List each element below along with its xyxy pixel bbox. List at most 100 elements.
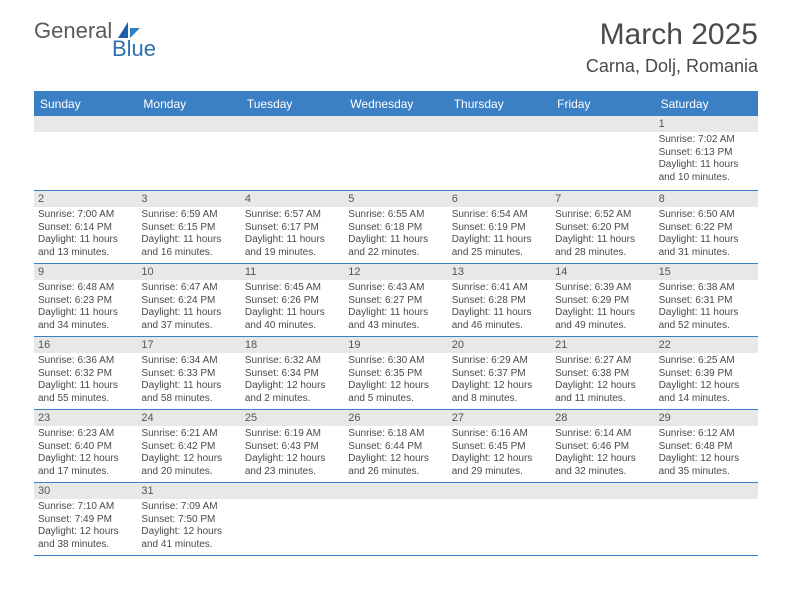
day-cell: Sunrise: 6:57 AMSunset: 6:17 PMDaylight:… (241, 207, 344, 263)
daylight-line1: Daylight: 12 hours (348, 453, 443, 466)
sunrise: Sunrise: 6:41 AM (452, 282, 547, 295)
sunset: Sunset: 6:24 PM (141, 295, 236, 308)
day-number: 11 (241, 264, 344, 280)
day-cell: Sunrise: 6:41 AMSunset: 6:28 PMDaylight:… (448, 280, 551, 336)
day-number-row: 16171819202122 (34, 337, 758, 353)
daylight-line2: and 38 minutes. (38, 539, 133, 552)
week-row: Sunrise: 6:23 AMSunset: 6:40 PMDaylight:… (34, 426, 758, 483)
sunset: Sunset: 6:46 PM (555, 441, 650, 454)
day-number: 8 (655, 191, 758, 207)
dow-wednesday: Wednesday (344, 93, 447, 116)
dow-saturday: Saturday (655, 93, 758, 116)
sunrise: Sunrise: 6:57 AM (245, 209, 340, 222)
sunrise: Sunrise: 6:32 AM (245, 355, 340, 368)
daylight-line1: Daylight: 12 hours (659, 380, 754, 393)
sunset: Sunset: 6:19 PM (452, 222, 547, 235)
daylight-line1: Daylight: 11 hours (555, 307, 650, 320)
daylight-line2: and 32 minutes. (555, 466, 650, 479)
sunrise: Sunrise: 6:27 AM (555, 355, 650, 368)
day-number: 7 (551, 191, 654, 207)
day-number: 1 (655, 116, 758, 132)
day-number: 18 (241, 337, 344, 353)
day-cell: Sunrise: 6:18 AMSunset: 6:44 PMDaylight:… (344, 426, 447, 482)
weeks-container: 1Sunrise: 7:02 AMSunset: 6:13 PMDaylight… (34, 116, 758, 556)
daylight-line2: and 20 minutes. (141, 466, 236, 479)
daylight-line2: and 49 minutes. (555, 320, 650, 333)
day-number: 24 (137, 410, 240, 426)
sunset: Sunset: 6:13 PM (659, 147, 754, 160)
day-cell: Sunrise: 6:54 AMSunset: 6:19 PMDaylight:… (448, 207, 551, 263)
daylight-line2: and 55 minutes. (38, 393, 133, 406)
sunset: Sunset: 6:20 PM (555, 222, 650, 235)
sunrise: Sunrise: 7:09 AM (141, 501, 236, 514)
daylight-line1: Daylight: 12 hours (245, 453, 340, 466)
day-number (34, 116, 137, 132)
day-number-row: 2345678 (34, 191, 758, 207)
day-cell: Sunrise: 6:16 AMSunset: 6:45 PMDaylight:… (448, 426, 551, 482)
day-cell (655, 499, 758, 555)
sunset: Sunset: 6:31 PM (659, 295, 754, 308)
sunset: Sunset: 6:48 PM (659, 441, 754, 454)
day-number: 14 (551, 264, 654, 280)
daylight-line1: Daylight: 11 hours (245, 307, 340, 320)
sunset: Sunset: 6:38 PM (555, 368, 650, 381)
daylight-line1: Daylight: 11 hours (38, 234, 133, 247)
dow-friday: Friday (551, 93, 654, 116)
sunset: Sunset: 6:18 PM (348, 222, 443, 235)
logo: General Blue (34, 18, 142, 44)
sunrise: Sunrise: 6:19 AM (245, 428, 340, 441)
daylight-line1: Daylight: 12 hours (38, 453, 133, 466)
day-number: 27 (448, 410, 551, 426)
sunset: Sunset: 6:27 PM (348, 295, 443, 308)
daylight-line1: Daylight: 11 hours (452, 234, 547, 247)
day-cell: Sunrise: 6:21 AMSunset: 6:42 PMDaylight:… (137, 426, 240, 482)
sunset: Sunset: 6:32 PM (38, 368, 133, 381)
day-number: 2 (34, 191, 137, 207)
day-cell: Sunrise: 6:48 AMSunset: 6:23 PMDaylight:… (34, 280, 137, 336)
sunset: Sunset: 6:14 PM (38, 222, 133, 235)
daylight-line2: and 19 minutes. (245, 247, 340, 260)
daylight-line2: and 26 minutes. (348, 466, 443, 479)
sunset: Sunset: 6:37 PM (452, 368, 547, 381)
daylight-line2: and 11 minutes. (555, 393, 650, 406)
daylight-line1: Daylight: 12 hours (659, 453, 754, 466)
daylight-line1: Daylight: 12 hours (141, 526, 236, 539)
day-number: 31 (137, 483, 240, 499)
day-cell: Sunrise: 6:55 AMSunset: 6:18 PMDaylight:… (344, 207, 447, 263)
sunrise: Sunrise: 6:30 AM (348, 355, 443, 368)
day-number: 26 (344, 410, 447, 426)
daylight-line1: Daylight: 11 hours (38, 307, 133, 320)
sunrise: Sunrise: 6:47 AM (141, 282, 236, 295)
sunrise: Sunrise: 6:38 AM (659, 282, 754, 295)
sunset: Sunset: 6:22 PM (659, 222, 754, 235)
day-cell: Sunrise: 6:19 AMSunset: 6:43 PMDaylight:… (241, 426, 344, 482)
daylight-line2: and 10 minutes. (659, 172, 754, 185)
daylight-line2: and 46 minutes. (452, 320, 547, 333)
sunset: Sunset: 6:17 PM (245, 222, 340, 235)
sunrise: Sunrise: 7:10 AM (38, 501, 133, 514)
daylight-line2: and 43 minutes. (348, 320, 443, 333)
daylight-line1: Daylight: 11 hours (452, 307, 547, 320)
day-cell (34, 132, 137, 190)
sunset: Sunset: 6:35 PM (348, 368, 443, 381)
day-cell: Sunrise: 6:52 AMSunset: 6:20 PMDaylight:… (551, 207, 654, 263)
daylight-line1: Daylight: 11 hours (348, 234, 443, 247)
sunset: Sunset: 6:42 PM (141, 441, 236, 454)
day-number: 17 (137, 337, 240, 353)
week-row: Sunrise: 6:36 AMSunset: 6:32 PMDaylight:… (34, 353, 758, 410)
day-cell (241, 132, 344, 190)
day-cell: Sunrise: 6:32 AMSunset: 6:34 PMDaylight:… (241, 353, 344, 409)
daylight-line1: Daylight: 11 hours (555, 234, 650, 247)
day-cell: Sunrise: 6:14 AMSunset: 6:46 PMDaylight:… (551, 426, 654, 482)
sunset: Sunset: 6:33 PM (141, 368, 236, 381)
day-cell: Sunrise: 6:34 AMSunset: 6:33 PMDaylight:… (137, 353, 240, 409)
daylight-line1: Daylight: 11 hours (141, 234, 236, 247)
day-number-row: 9101112131415 (34, 264, 758, 280)
sunset: Sunset: 7:50 PM (141, 514, 236, 527)
sunrise: Sunrise: 6:16 AM (452, 428, 547, 441)
sunrise: Sunrise: 6:45 AM (245, 282, 340, 295)
day-cell (448, 499, 551, 555)
day-number: 12 (344, 264, 447, 280)
day-number: 13 (448, 264, 551, 280)
daylight-line2: and 2 minutes. (245, 393, 340, 406)
